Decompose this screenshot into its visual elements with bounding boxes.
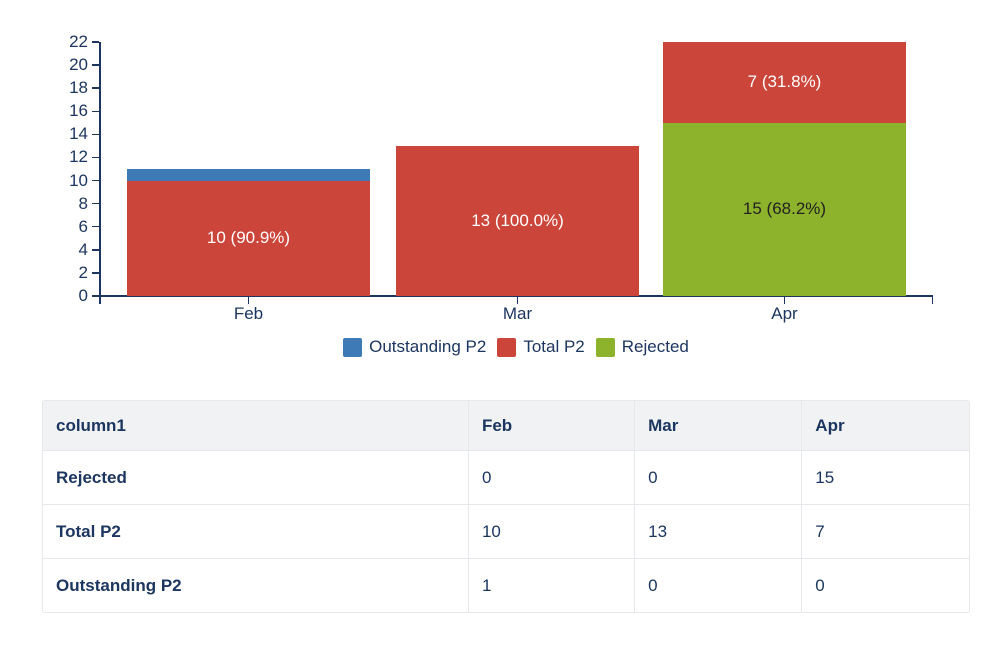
y-axis-tick-label: 6 (78, 216, 88, 236)
y-axis-tick-label: 8 (78, 193, 88, 213)
y-axis-tick (92, 41, 99, 43)
data-table-body: Rejected 0 0 15 Total P2 10 13 7 Outstanding P2 1… (43, 450, 969, 612)
y-axis-tick-label: 10 (69, 170, 88, 190)
column-header: Feb (468, 401, 636, 451)
value-cell: 1 (468, 558, 636, 612)
bar-segment-label: 7 (31.8%) (747, 72, 822, 92)
y-axis-tick (92, 110, 99, 113)
y-axis-tick (92, 225, 99, 228)
x-axis-tick-label: Feb (233, 304, 264, 323)
y-axis-tick (92, 64, 99, 66)
y-axis-tick-label: 12 (69, 147, 88, 167)
row-label-cell: Rejected (43, 450, 469, 505)
x-axis-end-tick (931, 295, 933, 304)
table-row: Outstanding P2 1 0 0 (43, 558, 969, 612)
y-axis-tick (92, 272, 99, 274)
legend-swatch (343, 337, 363, 357)
y-axis-tick (92, 295, 99, 297)
y-axis-tick (92, 87, 99, 89)
data-table-container: column1 Feb Mar Apr Rejected 0 0 15 Total P2 10 1… (42, 400, 970, 613)
column-header: Mar (634, 401, 803, 451)
value-cell: 15 (801, 450, 969, 505)
y-axis-line (99, 42, 101, 304)
chart-legend: Outstanding P2 Total P2 Rejected (100, 336, 932, 358)
legend-label: Outstanding P2 (369, 337, 487, 356)
column-header: column1 (43, 401, 469, 451)
value-cell: 7 (801, 504, 969, 559)
x-axis-tick (516, 296, 519, 304)
legend-label: Total P2 (523, 337, 585, 356)
stacked-bar-chart: 0 2 4 6 8 10 12 14 16 18 20 22 Feb Mar Apr 10 (90.9%) 13… (69, 32, 933, 323)
y-axis-tick (92, 179, 99, 182)
legend-swatch (497, 337, 517, 357)
y-axis-tick-label: 4 (78, 239, 88, 259)
data-table-header: column1 Feb Mar Apr (43, 401, 969, 451)
value-cell: 0 (801, 558, 969, 612)
bar-segment-label: 10 (90.9%) (206, 228, 291, 248)
y-axis-tick (92, 156, 99, 159)
y-axis-tick-label: 0 (78, 286, 88, 305)
legend-label: Rejected (621, 337, 689, 356)
column-header: Apr (801, 401, 969, 451)
x-axis-tick (783, 296, 786, 304)
row-label-cell: Total P2 (43, 504, 469, 559)
bar-segment (663, 122, 906, 296)
y-axis-tick (92, 133, 99, 136)
value-cell: 0 (634, 450, 803, 505)
value-cell: 0 (634, 558, 803, 612)
y-axis-tick-label: 22 (69, 32, 88, 51)
legend-swatch (595, 337, 615, 357)
legend-item: Outstanding P2 (343, 337, 486, 357)
y-axis-tick-label: 14 (69, 124, 88, 144)
y-axis-tick-label: 20 (69, 55, 88, 75)
x-axis-tick-label: Mar (502, 304, 533, 323)
row-label-cell: Outstanding P2 (43, 558, 469, 612)
y-axis-tick-label: 16 (69, 101, 88, 121)
data-table: column1 Feb Mar Apr Rejected 0 0 15 Total P2 10 1… (43, 401, 969, 612)
table-row: Rejected 0 0 15 (43, 450, 969, 505)
bar-segment (663, 42, 906, 123)
y-axis-tick (92, 249, 99, 251)
x-axis-tick (247, 296, 250, 304)
value-cell: 0 (468, 450, 636, 505)
bar-segment-label: 13 (100.0%) (471, 210, 564, 230)
bar-segment (127, 169, 370, 181)
bar-segment-label: 15 (68.2%) (742, 199, 827, 219)
table-header-row: column1 Feb Mar Apr (43, 401, 969, 451)
bar-segment (127, 180, 370, 296)
y-axis-tick (92, 202, 99, 205)
legend-item: Total P2 (497, 337, 585, 357)
y-axis-tick-label: 2 (78, 262, 88, 282)
bar-segment (396, 145, 639, 296)
value-cell: 10 (468, 504, 636, 559)
value-cell: 13 (634, 504, 803, 559)
y-axis-tick-label: 18 (69, 78, 88, 98)
table-row: Total P2 10 13 7 (43, 504, 969, 559)
legend-item: Rejected (595, 337, 689, 357)
x-axis-tick-label: Apr (771, 304, 798, 323)
